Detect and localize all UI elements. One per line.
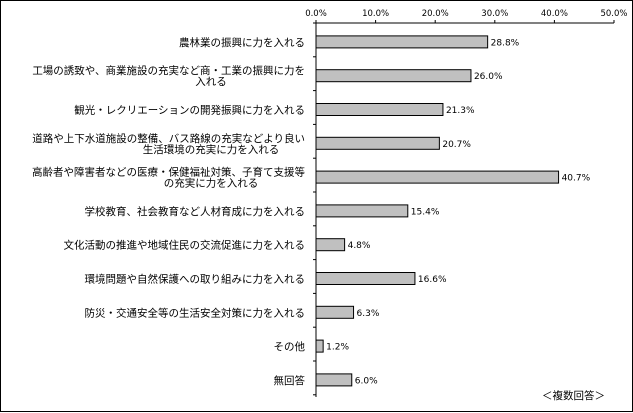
x-tick-label: 10.0%	[362, 9, 389, 19]
bar	[315, 204, 409, 218]
x-tick-label: 20.0%	[422, 9, 449, 19]
category-label: 工場の誘致や、商業施設の充実など商・工業の振興に力を	[32, 64, 305, 77]
bars-layer	[315, 35, 560, 387]
bar	[315, 69, 472, 83]
bar-value-label: 40.7%	[562, 174, 591, 184]
category-label: 道路や上下水道施設の整備、バス路線の充実などより良い	[32, 132, 305, 145]
x-tick-label: 0.0%	[305, 9, 327, 19]
x-tick-label: 30.0%	[481, 9, 508, 19]
bar	[315, 238, 346, 252]
bar-value-label: 28.8%	[491, 38, 520, 48]
category-label: 農林業の振興に力を入れる	[179, 36, 305, 49]
category-label: 生活環境の充実に力を入れる	[143, 143, 280, 156]
bar-value-label: 4.8%	[348, 241, 371, 251]
bar-value-label: 26.0%	[474, 72, 503, 82]
category-label: 入れる	[195, 76, 227, 88]
category-label: 環境問題や自然保護への取り組みに力を入れる	[85, 273, 306, 286]
x-tick-label: 40.0%	[541, 9, 568, 19]
multiple-answer-note: ＜複数回答＞	[542, 389, 605, 402]
bar-value-label: 20.7%	[442, 140, 471, 150]
bar	[315, 170, 560, 184]
bar	[315, 272, 416, 285]
bar	[315, 136, 440, 150]
category-label: の充実に力を入れる	[164, 177, 259, 190]
bar-value-label: 15.4%	[411, 207, 440, 217]
category-label: 高齢者や障害者などの医療・保健福祉対策、子育て支援等	[32, 166, 305, 179]
bar-value-label: 6.3%	[357, 309, 380, 319]
x-tick-label: 50.0%	[600, 9, 627, 19]
category-label: その他	[274, 340, 306, 353]
category-label: 観光・レクリエーションの開発振興に力を入れる	[74, 104, 305, 117]
category-label: 防災・交通安全等の生活安全対策に力を入れる	[85, 306, 306, 319]
bar-value-label: 6.0%	[355, 376, 378, 386]
bar-value-label: 1.2%	[326, 343, 349, 353]
bar	[315, 305, 355, 319]
labels-layer: 28.8% 農林業の振興に力を入れる 26.0% 工場の誘致や、商業施設の充実など商・…	[32, 36, 591, 387]
category-label: 学校教育、社会教育など人材育成に力を入れる	[85, 205, 306, 218]
bar-value-label: 21.3%	[446, 106, 475, 116]
bar-value-label: 16.6%	[418, 275, 447, 285]
axis-layer: 0.0% 10.0% 20.0% 30.0% 40.0% 50.0%	[305, 9, 628, 397]
bar	[315, 35, 489, 49]
bar	[315, 339, 324, 353]
category-label: 無回答	[274, 374, 306, 387]
bar	[315, 103, 444, 116]
category-label: 文化活動の推進や地域住民の交流促進に力を入れる	[64, 239, 306, 252]
bar	[315, 373, 353, 387]
